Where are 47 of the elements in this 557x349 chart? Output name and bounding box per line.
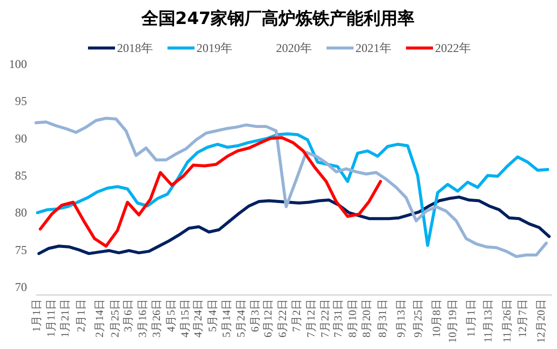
x-tick-label: 8月10日 — [346, 299, 359, 338]
x-tick-label: 1月21日 — [60, 299, 72, 338]
x-tick-label: 10月19日 — [446, 299, 459, 343]
y-tick-label: 75 — [15, 242, 27, 257]
x-tick-label: 3月16日 — [136, 299, 149, 338]
x-tick-label: 3月6日 — [122, 299, 134, 332]
x-tick-label: 8月31日 — [376, 299, 389, 338]
x-tick-label: 1月11日 — [45, 299, 58, 338]
x-tick-label: 6月3日 — [250, 299, 262, 332]
x-tick-label: 2月1日 — [75, 299, 88, 332]
legend-label: 2021年 — [356, 41, 392, 55]
x-tick-label: 7月2日 — [291, 299, 304, 332]
x-tick-label: 1月1日 — [31, 299, 43, 332]
x-tick-label: 6月12日 — [262, 299, 275, 338]
x-tick-label: 4月15日 — [180, 299, 192, 338]
x-tick-label: 10月8日 — [431, 299, 444, 338]
x-tick-label: 12月7日 — [516, 299, 529, 338]
x-tick-label: 5月14日 — [221, 299, 234, 338]
legend-label: 2018年 — [117, 41, 153, 55]
text: 2020年 — [276, 41, 312, 55]
x-tick-label: 11月26日 — [501, 299, 514, 343]
x-tick-label: 4月5日 — [165, 299, 178, 332]
x-tick-label: 2月25日 — [110, 299, 122, 338]
x-tick-label: 11月1日 — [466, 299, 478, 338]
x-tick-label: 9月25日 — [412, 299, 425, 338]
x-tick-label: 7月22日 — [320, 299, 332, 338]
x-tick-label: 9月13日 — [395, 299, 408, 338]
y-tick-label: 70 — [15, 280, 27, 294]
x-tick-label: 12月20日 — [536, 299, 548, 343]
x-tick-label: 8月20日 — [361, 299, 374, 338]
x-tick-label: 11月13日 — [482, 299, 495, 343]
x-tick-label: 7月12日 — [305, 299, 318, 338]
x-tick-label: 7月31日 — [332, 299, 345, 338]
y-tick-label: 90 — [15, 131, 27, 146]
y-tick-label: 95 — [15, 94, 27, 108]
x-tick-label: 3月26日 — [151, 299, 164, 338]
x-tick-label: 4月24日 — [192, 299, 205, 338]
y-tick-label: 100 — [9, 57, 27, 71]
x-tick-label: 5月24日 — [235, 299, 248, 338]
y-tick-label: 85 — [15, 168, 27, 182]
chart-title: 全国247家钢厂高炉炼铁产能利用率 — [140, 9, 415, 29]
legend-label: 2022年 — [435, 41, 471, 55]
legend-label: 2019年 — [196, 41, 232, 55]
x-tick-label: 5月4日 — [206, 299, 219, 332]
x-tick-label: 6月22日 — [276, 299, 289, 338]
y-tick-label: 80 — [15, 206, 27, 220]
x-tick-label: 2月14日 — [94, 299, 106, 338]
